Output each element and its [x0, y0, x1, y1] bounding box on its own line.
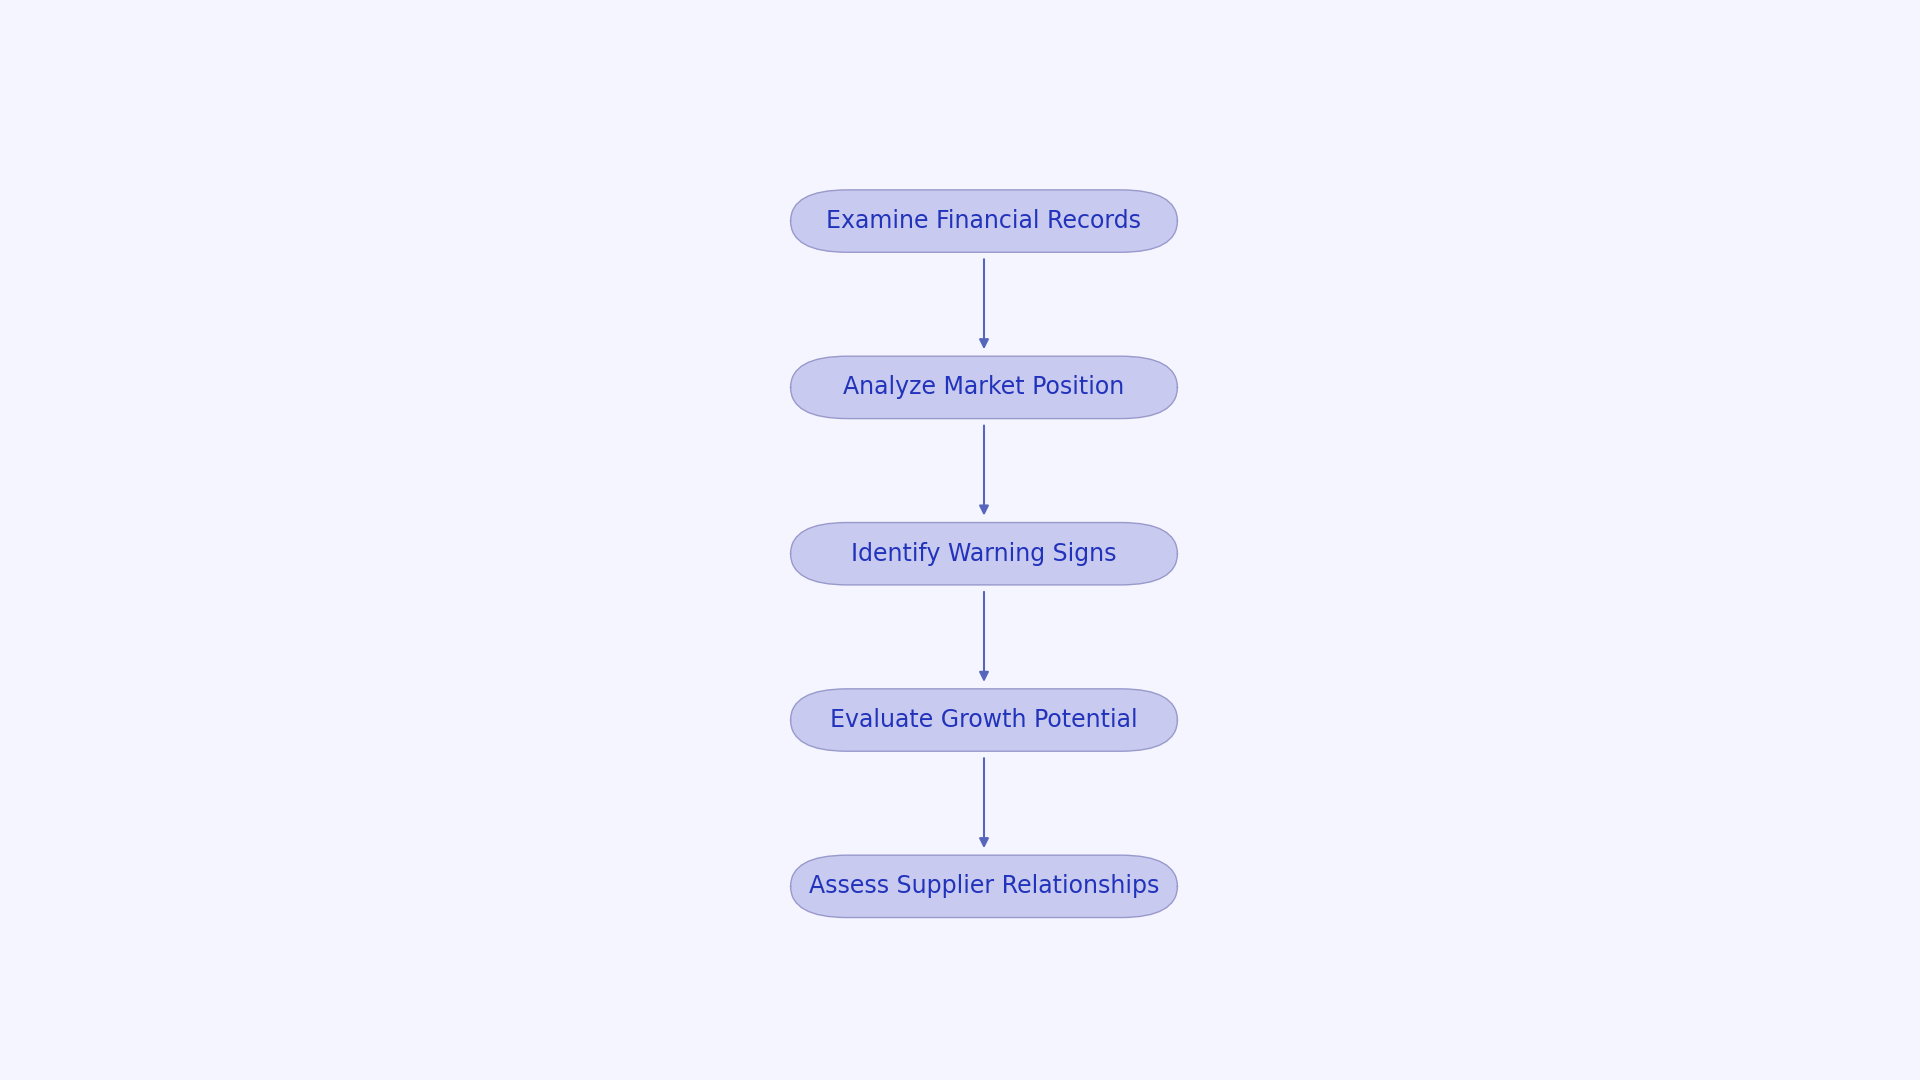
Text: Identify Warning Signs: Identify Warning Signs [851, 542, 1117, 566]
Text: Examine Financial Records: Examine Financial Records [826, 210, 1142, 233]
FancyBboxPatch shape [791, 523, 1177, 585]
FancyBboxPatch shape [791, 190, 1177, 253]
Text: Assess Supplier Relationships: Assess Supplier Relationships [808, 875, 1160, 899]
Text: Evaluate Growth Potential: Evaluate Growth Potential [829, 708, 1139, 732]
FancyBboxPatch shape [791, 689, 1177, 752]
Text: Analyze Market Position: Analyze Market Position [843, 376, 1125, 400]
FancyBboxPatch shape [791, 855, 1177, 918]
FancyBboxPatch shape [791, 356, 1177, 419]
